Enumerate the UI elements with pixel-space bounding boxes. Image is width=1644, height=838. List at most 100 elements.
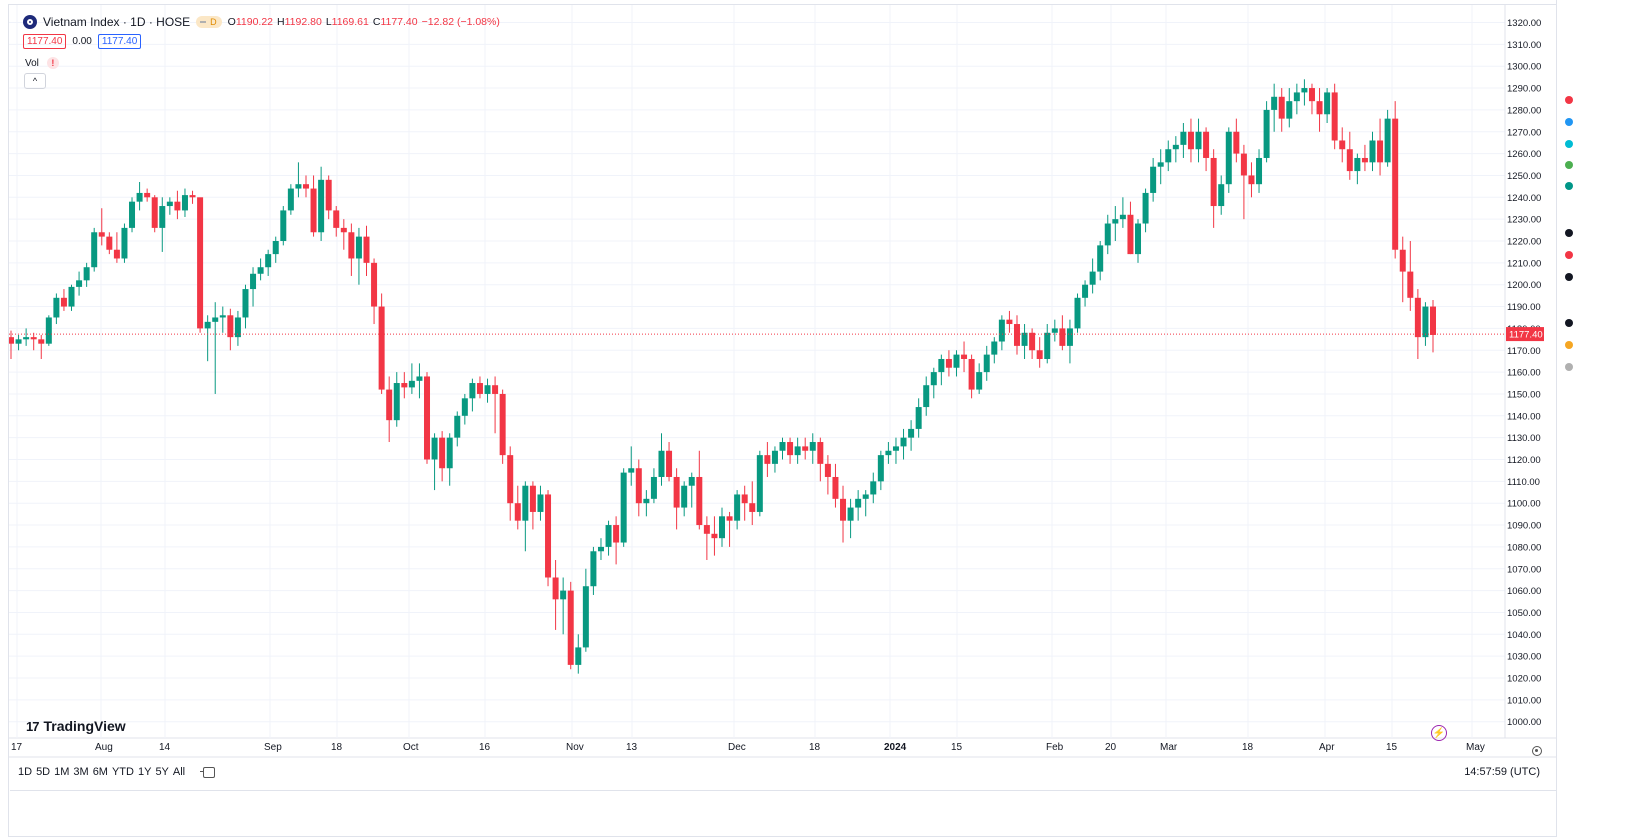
candle-body[interactable] (507, 455, 514, 504)
candle-body[interactable] (386, 389, 393, 421)
candle-body[interactable] (151, 197, 158, 228)
collapse-legend-button[interactable]: ^ (24, 73, 46, 89)
range-6m-button[interactable]: 6M (92, 766, 108, 778)
watchlist-item-icon[interactable] (1565, 341, 1573, 349)
candle-body[interactable] (560, 590, 567, 600)
candle-body[interactable] (340, 227, 347, 233)
candle-body[interactable] (446, 437, 453, 469)
candle-body[interactable] (144, 192, 151, 198)
candle-body[interactable] (212, 317, 219, 322)
watchlist-item-icon[interactable] (1565, 251, 1573, 259)
candle-body[interactable] (658, 450, 665, 477)
sell-price-box[interactable]: 1177.40 (23, 34, 67, 49)
candle-body[interactable] (484, 385, 491, 394)
candle-body[interactable] (688, 476, 695, 486)
candle-body[interactable] (1036, 350, 1043, 359)
watchlist-item-icon[interactable] (1565, 273, 1573, 281)
market-status-badge[interactable]: D (196, 16, 222, 28)
candle-body[interactable] (1316, 101, 1323, 115)
candle-body[interactable] (1263, 109, 1270, 158)
candle-body[interactable] (355, 236, 362, 259)
candle-body[interactable] (590, 551, 597, 587)
candle-body[interactable] (741, 494, 748, 504)
candle-body[interactable] (628, 468, 635, 473)
tradingview-logo[interactable]: 17 TradingView (26, 718, 126, 734)
candle-body[interactable] (121, 227, 128, 259)
clock-display[interactable]: 14:57:59 (UTC) (1464, 766, 1540, 778)
watchlist-item-icon[interactable] (1565, 140, 1573, 148)
candle-body[interactable] (1210, 157, 1217, 207)
candle-body[interactable] (567, 590, 574, 665)
candle-body[interactable] (371, 262, 378, 307)
candle-body[interactable] (1135, 223, 1142, 255)
candle-body[interactable] (1180, 131, 1187, 145)
candle-body[interactable] (847, 507, 854, 521)
candle-body[interactable] (1256, 157, 1263, 185)
candle-body[interactable] (83, 267, 90, 281)
candle-body[interactable] (454, 415, 461, 438)
candle-body[interactable] (242, 289, 249, 318)
candle-body[interactable] (461, 398, 468, 416)
candle-body[interactable] (424, 376, 431, 460)
candle-body[interactable] (998, 319, 1005, 342)
candle-body[interactable] (938, 358, 945, 373)
candle-body[interactable] (333, 210, 340, 228)
candle-body[interactable] (68, 286, 75, 307)
candle-body[interactable] (605, 525, 612, 547)
candle-body[interactable] (840, 498, 847, 521)
candle-body[interactable] (885, 450, 892, 456)
candle-body[interactable] (91, 232, 98, 268)
candle-body[interactable] (166, 201, 173, 207)
candle-body[interactable] (1051, 328, 1058, 333)
range-3m-button[interactable]: 3M (73, 766, 89, 778)
candle-body[interactable] (1142, 192, 1149, 224)
candle-body[interactable] (719, 516, 725, 539)
candle-body[interactable] (900, 437, 907, 447)
candle-body[interactable] (976, 372, 983, 390)
candle-body[interactable] (439, 437, 446, 469)
candle-body[interactable] (991, 341, 998, 355)
candle-body[interactable] (1414, 297, 1421, 338)
range-1m-button[interactable]: 1M (54, 766, 70, 778)
candle-body[interactable] (1112, 219, 1119, 224)
buy-price-box[interactable]: 1177.40 (97, 34, 142, 49)
candle-body[interactable] (1308, 88, 1315, 102)
candle-body[interactable] (817, 442, 824, 464)
candle-body[interactable] (620, 472, 627, 543)
watchlist-item-icon[interactable] (1565, 319, 1573, 327)
candle-body[interactable] (1127, 214, 1134, 255)
candle-body[interactable] (537, 494, 544, 512)
candle-body[interactable] (764, 455, 771, 464)
range-ytd-button[interactable]: YTD (111, 766, 134, 778)
watchlist-item-icon[interactable] (1565, 363, 1573, 371)
candle-body[interactable] (1066, 328, 1073, 346)
candle-body[interactable] (734, 494, 741, 521)
candle-body[interactable] (431, 437, 438, 460)
candle-body[interactable] (1172, 144, 1179, 150)
candle-body[interactable] (1278, 96, 1285, 119)
candle-body[interactable] (499, 393, 506, 456)
candle-body[interactable] (1346, 149, 1353, 172)
candle-body[interactable] (643, 498, 650, 504)
candle-body[interactable] (76, 280, 83, 287)
candle-body[interactable] (1021, 332, 1028, 346)
candle-body[interactable] (681, 485, 688, 508)
candle-body[interactable] (1013, 324, 1020, 346)
candle-body[interactable] (98, 232, 105, 237)
candle-body[interactable] (1029, 332, 1036, 351)
candle-body[interactable] (181, 195, 188, 211)
candle-body[interactable] (1195, 131, 1202, 150)
candle-body[interactable] (582, 586, 589, 648)
candle-body[interactable] (1331, 92, 1338, 141)
candle-body[interactable] (401, 383, 408, 388)
candle-body[interactable] (1104, 223, 1111, 246)
candle-body[interactable] (522, 485, 529, 521)
watchlist-item-icon[interactable] (1565, 182, 1573, 190)
lightning-icon[interactable]: ⚡ (1431, 725, 1447, 741)
candle-body[interactable] (1218, 184, 1225, 207)
candle-body[interactable] (287, 188, 294, 211)
candle-body[interactable] (257, 267, 264, 274)
candle-body[interactable] (908, 428, 915, 438)
candle-body[interactable] (1044, 332, 1051, 359)
candle-body[interactable] (174, 201, 181, 211)
